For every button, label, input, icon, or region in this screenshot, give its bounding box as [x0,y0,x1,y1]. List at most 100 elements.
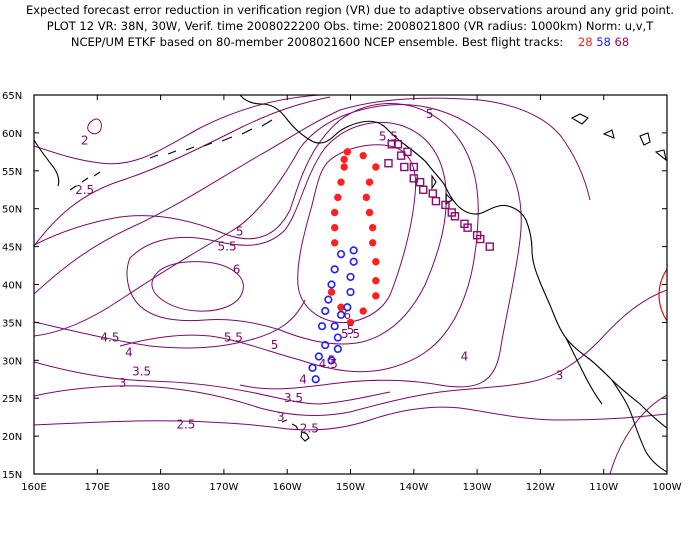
kuril-islands [69,171,101,191]
track-68-marker [441,200,450,210]
track-58-marker [330,265,339,274]
track-28-marker [368,239,377,247]
contour-label: 2 [81,133,89,147]
lat-label: 55N [2,167,22,178]
contour-label: 5 [328,353,336,367]
header-line-3-prefix: NCEP/UM ETKF based on 80-member 20080216… [70,35,564,49]
track-28-marker [359,151,367,160]
contour-5-outer [34,103,479,373]
track-28-marker [359,307,367,315]
lon-label: 160W [273,482,302,493]
track-58-marker [349,257,358,266]
contour-label: 4 [461,350,469,364]
track-28-marker [330,239,339,247]
track-58-marker [308,363,317,372]
lon-label: 180 [151,482,170,493]
map-plot-area [34,95,667,474]
contour-label: 3.5 [284,391,303,405]
track-58-marker [317,322,327,331]
lat-label: 35N [2,318,22,329]
track-28-marker [337,178,345,186]
track-28-marker [343,148,352,156]
track-28-marker [330,223,339,232]
contour-label: 2.5 [300,422,319,436]
aleutians [149,119,273,159]
contour-label: 3.5 [132,365,151,379]
track-68-marker [428,189,437,198]
alaska-coast [239,95,405,145]
contour-label: 3 [556,368,564,382]
track-28-marker [334,193,342,202]
track-58-marker [333,344,342,354]
track-28-marker [372,292,380,300]
header-line-2: PLOT 12 VR: 38N, 30W, Verif. time 200802… [46,19,654,33]
north-america-west-coast [403,143,667,429]
track-58-marker [330,322,339,331]
contour-label: 5.5 [379,130,398,144]
track-68-marker [447,208,456,217]
mexico-coast [611,379,667,473]
lat-label: 20N [2,432,22,443]
contour-6-loop-main [297,144,417,324]
contour-5-5 [126,121,447,345]
axis-ticks [33,94,668,475]
track-58-marker [327,356,336,365]
figure-header: Expected forecast error reduction in ver… [0,0,700,70]
baja-california [565,337,603,405]
track-58-marker [321,341,330,350]
contour-6-loop-west [151,261,244,312]
track-58-marker [336,250,346,259]
track-68-marker [409,162,418,172]
track-28-marker [346,318,355,327]
contour-4 [34,103,522,390]
coastlines [34,95,667,473]
flight-track-markers [308,140,494,384]
contour-2-5 [34,96,331,247]
track-68-marker [485,242,494,251]
kamchatka-coast [34,139,60,187]
track-28-marker [362,193,371,202]
contour-label: 3 [277,410,285,424]
contour-label: 4 [299,372,307,386]
track-58-marker [314,352,323,361]
track-68-marker [387,140,396,149]
track-28-marker [365,178,374,186]
contour-label: 4 [125,346,133,360]
track-58-marker [343,303,352,312]
track-28-marker [368,223,377,232]
lon-label: 160E [21,482,46,493]
track-58-marker [333,333,342,342]
contour-label: 2.5 [75,183,94,197]
latitude-labels: 65N 60N 55N 50N 45N 40N 35N 30N 25N 20N 15N [2,91,22,481]
contour-label: 5 [271,338,279,352]
lat-label: 25N [2,394,22,405]
track-68-marker [431,196,441,206]
lat-label: 40N [2,281,22,292]
contour-2-east [609,394,667,474]
track-58-marker [327,280,336,289]
lon-label: 170E [85,482,110,493]
contour-label: 4.5 [319,357,338,371]
verification-region-circle [658,268,667,322]
contour-label: 5.5 [224,331,243,345]
track-28-marker [340,155,348,164]
track-28-marker [372,258,380,266]
lon-label: 120W [526,482,555,493]
track-28-marker [330,208,339,217]
track-28-marker [327,288,336,296]
forecast-error-contours [34,95,667,474]
contour-label: 5 [426,107,434,121]
contour-label: 6 [344,308,352,322]
contour-label: 5 [347,323,355,337]
track-58-marker [324,295,333,304]
longitude-labels: 160E 170E 180 170W 160W 150W 140W 130W 120W 110W 1… [21,482,681,493]
contour-label: 4.5 [100,331,119,345]
lon-label: 110W [589,482,618,493]
track-68-marker [400,162,409,172]
lat-label: 50N [2,205,22,216]
track-68-marker [384,159,393,168]
track-legend-58: 58 [596,35,611,49]
contour-label: 5.5 [341,327,360,341]
contour-2 [34,95,321,165]
contour-label: 6 [233,262,241,276]
